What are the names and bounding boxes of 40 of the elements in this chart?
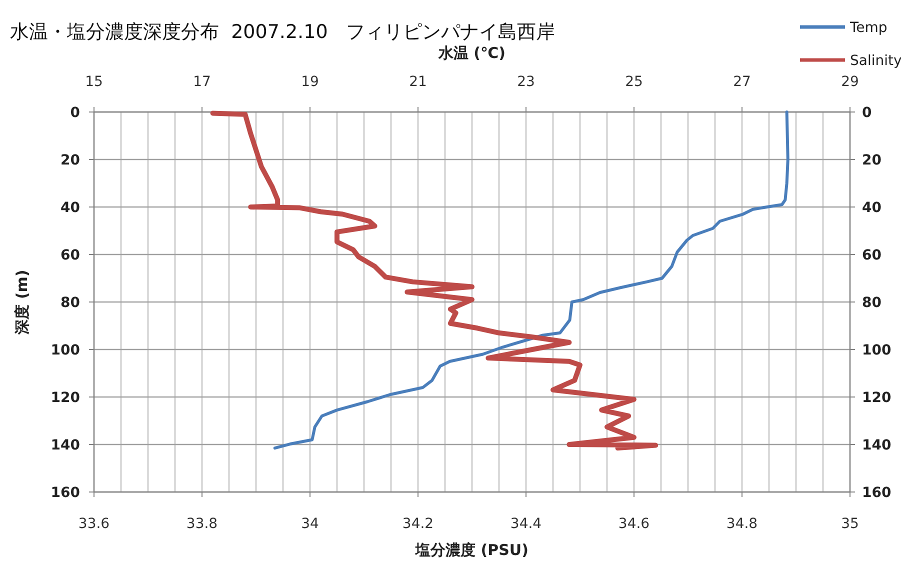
y2-tick-label: 0 [862, 105, 872, 121]
x2-tick-label: 19 [301, 74, 319, 90]
chart-title: 水温・塩分濃度深度分布 2007.2.10 フィリピンパナイ島西岸 [10, 21, 555, 43]
y-tick-label: 160 [50, 485, 80, 501]
x-tick-label: 35 [841, 516, 859, 532]
y2-tick-label: 20 [862, 152, 882, 168]
x-axis-title: 塩分濃度 (PSU) [414, 541, 528, 559]
y-tick-label: 60 [60, 248, 80, 264]
x2-tick-label: 27 [733, 74, 751, 90]
x-tick-label: 33.8 [186, 516, 218, 532]
x-tick-label: 34.2 [402, 516, 434, 532]
x2-tick-label: 29 [841, 74, 859, 90]
x2-tick-label: 23 [517, 74, 535, 90]
y2-tick-label: 120 [862, 390, 892, 406]
y2-tick-label: 60 [862, 248, 882, 264]
y-tick-label: 20 [60, 152, 80, 168]
x-tick-label: 33.6 [78, 516, 110, 532]
legend-label: Temp [849, 20, 888, 36]
y-tick-label: 80 [60, 295, 80, 311]
y-tick-label: 140 [50, 438, 80, 454]
y-tick-label: 0 [70, 105, 80, 121]
y2-tick-label: 40 [862, 200, 882, 216]
y2-tick-label: 160 [862, 485, 892, 501]
y2-tick-label: 80 [862, 295, 882, 311]
x2-tick-label: 25 [625, 74, 643, 90]
legend-label: Salinity [850, 53, 901, 69]
x-tick-label: 34.8 [726, 516, 758, 532]
x2-tick-label: 15 [85, 74, 103, 90]
y2-tick-label: 100 [862, 342, 892, 358]
x2-axis-title: 水温 (℃) [437, 44, 506, 62]
x2-tick-label: 17 [193, 74, 211, 90]
y-tick-label: 40 [60, 200, 80, 216]
x-tick-label: 34 [301, 516, 319, 532]
y2-tick-label: 140 [862, 438, 892, 454]
x-tick-label: 34.6 [618, 516, 650, 532]
y-tick-label: 100 [50, 342, 80, 358]
y-axis-title: 深度 (m) [13, 270, 31, 336]
y-tick-label: 120 [50, 390, 80, 406]
x2-tick-label: 21 [409, 74, 427, 90]
x-tick-label: 34.4 [510, 516, 542, 532]
